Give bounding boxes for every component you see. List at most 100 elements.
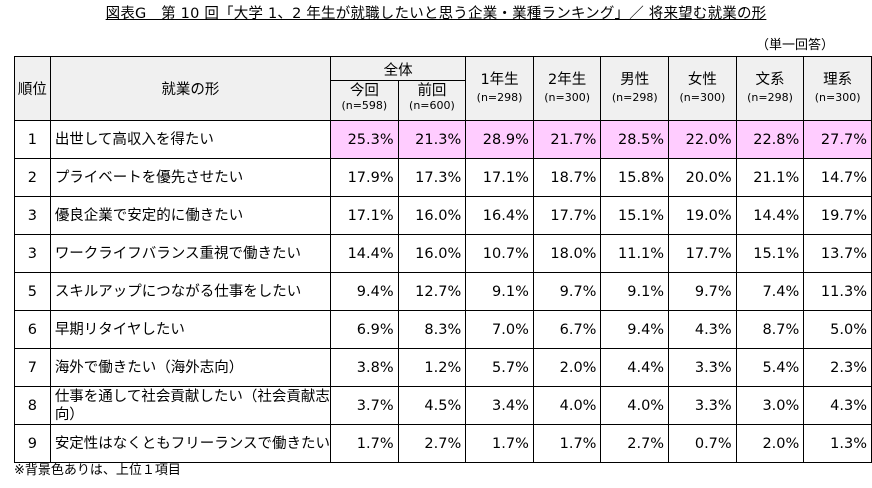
header-year2: 2年生 (n=300) xyxy=(532,56,602,121)
header-sciences: 理系 (n=300) xyxy=(803,56,872,121)
table-row: 1 出世して高収入を得たい 25.3% 21.3% 28.9% 21.7% 28… xyxy=(14,120,872,159)
value-cell: 14.4% xyxy=(735,196,805,235)
table-row: 7 海外で働きたい（海外志向） 3.8% 1.2% 5.7% 2.0% 4.4%… xyxy=(14,348,872,387)
value-cell: 12.7% xyxy=(397,272,467,311)
header-sample-size: (n=300) xyxy=(679,90,726,104)
value-cell: 3.4% xyxy=(465,386,534,425)
value-cell: 16.4% xyxy=(465,196,534,235)
value-cell: 8.3% xyxy=(397,310,467,349)
value-cell: 21.3% xyxy=(397,120,467,159)
value-cell: 25.3% xyxy=(330,120,399,159)
rank-cell: 7 xyxy=(14,348,51,387)
rank-cell: 9 xyxy=(14,424,51,463)
rank-cell: 1 xyxy=(14,120,51,159)
value-cell: 15.1% xyxy=(600,196,670,235)
header-humanities: 文系 (n=298) xyxy=(735,56,805,121)
header-sample-size: (n=598) xyxy=(341,99,388,112)
form-cell: 出世して高収入を得たい xyxy=(49,120,332,159)
table-row: 3 優良企業で安定的に働きたい 17.1% 16.0% 16.4% 17.7% … xyxy=(14,196,872,235)
value-cell: 27.7% xyxy=(803,120,872,159)
value-cell: 0.7% xyxy=(668,424,737,463)
header-label: 女性 xyxy=(687,71,717,88)
value-cell: 21.1% xyxy=(735,158,805,197)
value-cell: 9.7% xyxy=(668,272,737,311)
value-cell: 8.7% xyxy=(735,310,805,349)
value-cell: 5.0% xyxy=(803,310,872,349)
value-cell: 2.0% xyxy=(735,424,805,463)
value-cell: 13.7% xyxy=(803,234,872,273)
header-label: 男性 xyxy=(620,71,650,88)
table-row: 5 スキルアップにつながる仕事をしたい 9.4% 12.7% 9.1% 9.7%… xyxy=(14,272,872,311)
value-cell: 22.8% xyxy=(735,120,805,159)
form-cell: プライベートを優先させたい xyxy=(49,158,332,197)
form-cell: ワークライフバランス重視で働きたい xyxy=(49,234,332,273)
header-label: 今回 xyxy=(349,83,379,99)
value-cell: 3.0% xyxy=(735,386,805,425)
value-cell: 19.7% xyxy=(803,196,872,235)
value-cell: 9.4% xyxy=(600,310,670,349)
value-cell: 28.9% xyxy=(465,120,534,159)
header-sample-size: (n=300) xyxy=(544,90,591,104)
value-cell: 17.7% xyxy=(532,196,602,235)
value-cell: 4.4% xyxy=(600,348,670,387)
value-cell: 17.1% xyxy=(465,158,534,197)
table-row: 6 早期リタイヤしたい 6.9% 8.3% 7.0% 6.7% 9.4% 4.3… xyxy=(14,310,872,349)
value-cell: 19.0% xyxy=(668,196,737,235)
value-cell: 17.3% xyxy=(397,158,467,197)
value-cell: 1.2% xyxy=(397,348,467,387)
value-cell: 18.0% xyxy=(532,234,602,273)
value-cell: 9.4% xyxy=(330,272,399,311)
value-cell: 1.7% xyxy=(465,424,534,463)
value-cell: 11.1% xyxy=(600,234,670,273)
form-cell: 優良企業で安定的に働きたい xyxy=(49,196,332,235)
header-sample-size: (n=600) xyxy=(409,99,455,112)
page-title: 図表G 第 10 回「大学 1、2 年生が就職したいと思う企業・業種ランキング」… xyxy=(105,6,767,22)
value-cell: 7.0% xyxy=(465,310,534,349)
value-cell: 3.7% xyxy=(330,386,399,425)
value-cell: 9.7% xyxy=(532,272,602,311)
answer-type-note: （単一回答） xyxy=(755,38,834,53)
footnote: ※背景色ありは、上位１項目 xyxy=(14,463,181,478)
value-cell: 18.7% xyxy=(532,158,602,197)
form-cell: 早期リタイヤしたい xyxy=(49,310,332,349)
rank-cell: 2 xyxy=(14,158,51,197)
value-cell: 2.7% xyxy=(600,424,670,463)
value-cell: 2.0% xyxy=(532,348,602,387)
header-male: 男性 (n=298) xyxy=(600,56,670,121)
value-cell: 9.1% xyxy=(465,272,534,311)
value-cell: 1.7% xyxy=(330,424,399,463)
value-cell: 9.1% xyxy=(600,272,670,311)
value-cell: 6.7% xyxy=(532,310,602,349)
ranking-table: 順位 就業の形 全体 1年生 (n=298) 2年生 (n=300) 男性 (n… xyxy=(14,56,872,463)
value-cell: 5.7% xyxy=(465,348,534,387)
rank-cell: 6 xyxy=(14,310,51,349)
value-cell: 17.1% xyxy=(330,196,399,235)
header-sample-size: (n=298) xyxy=(476,90,523,104)
rank-cell: 3 xyxy=(14,196,51,235)
value-cell: 20.0% xyxy=(668,158,737,197)
header-label: 前回 xyxy=(417,83,447,99)
value-cell: 1.7% xyxy=(532,424,602,463)
value-cell: 4.5% xyxy=(397,386,467,425)
value-cell: 3.3% xyxy=(668,386,737,425)
rank-cell: 8 xyxy=(14,386,51,425)
value-cell: 10.7% xyxy=(465,234,534,273)
value-cell: 7.4% xyxy=(735,272,805,311)
value-cell: 3.3% xyxy=(668,348,737,387)
rank-cell: 3 xyxy=(14,234,51,273)
value-cell: 16.0% xyxy=(397,234,467,273)
value-cell: 15.1% xyxy=(735,234,805,273)
table-row: 9 安定性はなくともフリーランスで働きたい 1.7% 2.7% 1.7% 1.7… xyxy=(14,424,872,463)
value-cell: 14.7% xyxy=(803,158,872,197)
header-previous: 前回 (n=600) xyxy=(397,80,467,121)
table-row: 2 プライベートを優先させたい 17.9% 17.3% 17.1% 18.7% … xyxy=(14,158,872,197)
form-cell: 安定性はなくともフリーランスで働きたい xyxy=(49,424,332,463)
value-cell: 22.0% xyxy=(668,120,737,159)
value-cell: 16.0% xyxy=(397,196,467,235)
value-cell: 3.8% xyxy=(330,348,399,387)
header-sample-size: (n=298) xyxy=(611,90,658,104)
value-cell: 2.3% xyxy=(803,348,872,387)
header-overall-group: 全体 xyxy=(330,56,467,81)
header-label: 理系 xyxy=(823,71,853,88)
value-cell: 17.9% xyxy=(330,158,399,197)
